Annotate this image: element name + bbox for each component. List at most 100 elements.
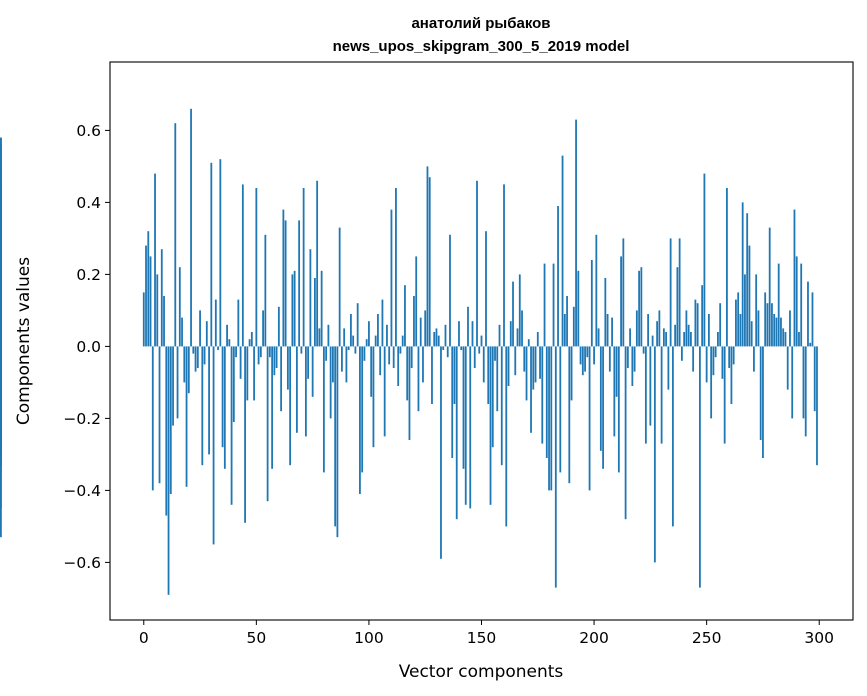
bar [212, 346, 215, 545]
bar [277, 306, 280, 347]
bar [608, 346, 611, 372]
bar [264, 234, 267, 347]
bar [667, 346, 670, 390]
bar [674, 324, 677, 347]
bar [541, 346, 544, 444]
bar [230, 346, 233, 505]
bar [638, 270, 641, 347]
bar [505, 346, 508, 527]
bar [313, 278, 316, 347]
bar [433, 332, 436, 347]
bar [780, 317, 782, 347]
bar [307, 346, 310, 379]
bar [723, 346, 726, 444]
bar [205, 321, 208, 347]
bar [793, 209, 796, 347]
bar [446, 346, 449, 358]
bar [246, 346, 249, 401]
bar [768, 227, 771, 347]
bar [595, 234, 598, 347]
bar [341, 346, 343, 372]
bar [298, 220, 301, 347]
bar [590, 260, 593, 347]
bar [239, 346, 242, 379]
bar [737, 292, 740, 347]
bar [280, 346, 283, 412]
y-tick-label: 0.2 [76, 266, 101, 284]
bar [286, 346, 289, 390]
bar [417, 346, 420, 412]
bar [750, 321, 753, 347]
bar [516, 328, 519, 347]
bar [455, 346, 458, 520]
y-tick-label: −0.4 [63, 482, 101, 500]
bar [304, 346, 307, 437]
bar [708, 314, 710, 347]
bar [631, 346, 634, 386]
bar [437, 335, 440, 347]
bar [386, 324, 388, 347]
bar [185, 346, 188, 487]
bar [593, 346, 595, 365]
bar [174, 123, 177, 347]
bar [559, 346, 562, 473]
bar [399, 346, 402, 354]
bar [291, 274, 294, 347]
bar [730, 346, 733, 404]
bar [419, 317, 422, 347]
bar [160, 249, 163, 347]
bar [757, 310, 760, 347]
bar [422, 346, 424, 383]
bar [322, 346, 325, 473]
bar [687, 324, 690, 347]
bar [622, 238, 625, 347]
bar [190, 108, 192, 347]
bar [786, 346, 789, 390]
bar [208, 346, 210, 455]
bar [194, 346, 197, 372]
bar [620, 256, 622, 347]
bar [602, 346, 604, 469]
bar [293, 270, 296, 347]
bar [248, 339, 251, 347]
bar [196, 346, 199, 368]
bar [480, 335, 483, 347]
bar [744, 274, 746, 347]
bar [568, 346, 571, 484]
bar [217, 346, 219, 350]
bar [665, 332, 668, 347]
bar [624, 346, 627, 520]
bars-group [0, 108, 818, 595]
bar [363, 346, 366, 361]
chart-subtitle: news_upos_skipgram_300_5_2019 model [333, 38, 630, 55]
bar [633, 346, 636, 372]
bar [464, 346, 467, 505]
bar [811, 292, 814, 347]
bar [588, 346, 591, 491]
bar [426, 166, 429, 347]
bar [498, 324, 501, 347]
bar [721, 346, 724, 379]
bar [577, 270, 580, 347]
bar [370, 346, 373, 397]
bar [192, 346, 195, 354]
bar [156, 274, 159, 347]
bar [259, 346, 262, 358]
bar [338, 227, 341, 347]
bar [473, 346, 476, 368]
bar [489, 346, 492, 505]
bar [606, 314, 609, 347]
bar [575, 119, 577, 347]
bar [219, 159, 222, 347]
bar [791, 346, 794, 419]
bar [374, 335, 377, 347]
bar [678, 238, 681, 347]
bar [773, 314, 776, 347]
bar [521, 310, 523, 347]
bar [487, 346, 490, 404]
bar [703, 173, 706, 347]
bar [579, 346, 582, 365]
bar [813, 346, 816, 412]
bar [453, 346, 456, 404]
bar [343, 328, 346, 347]
